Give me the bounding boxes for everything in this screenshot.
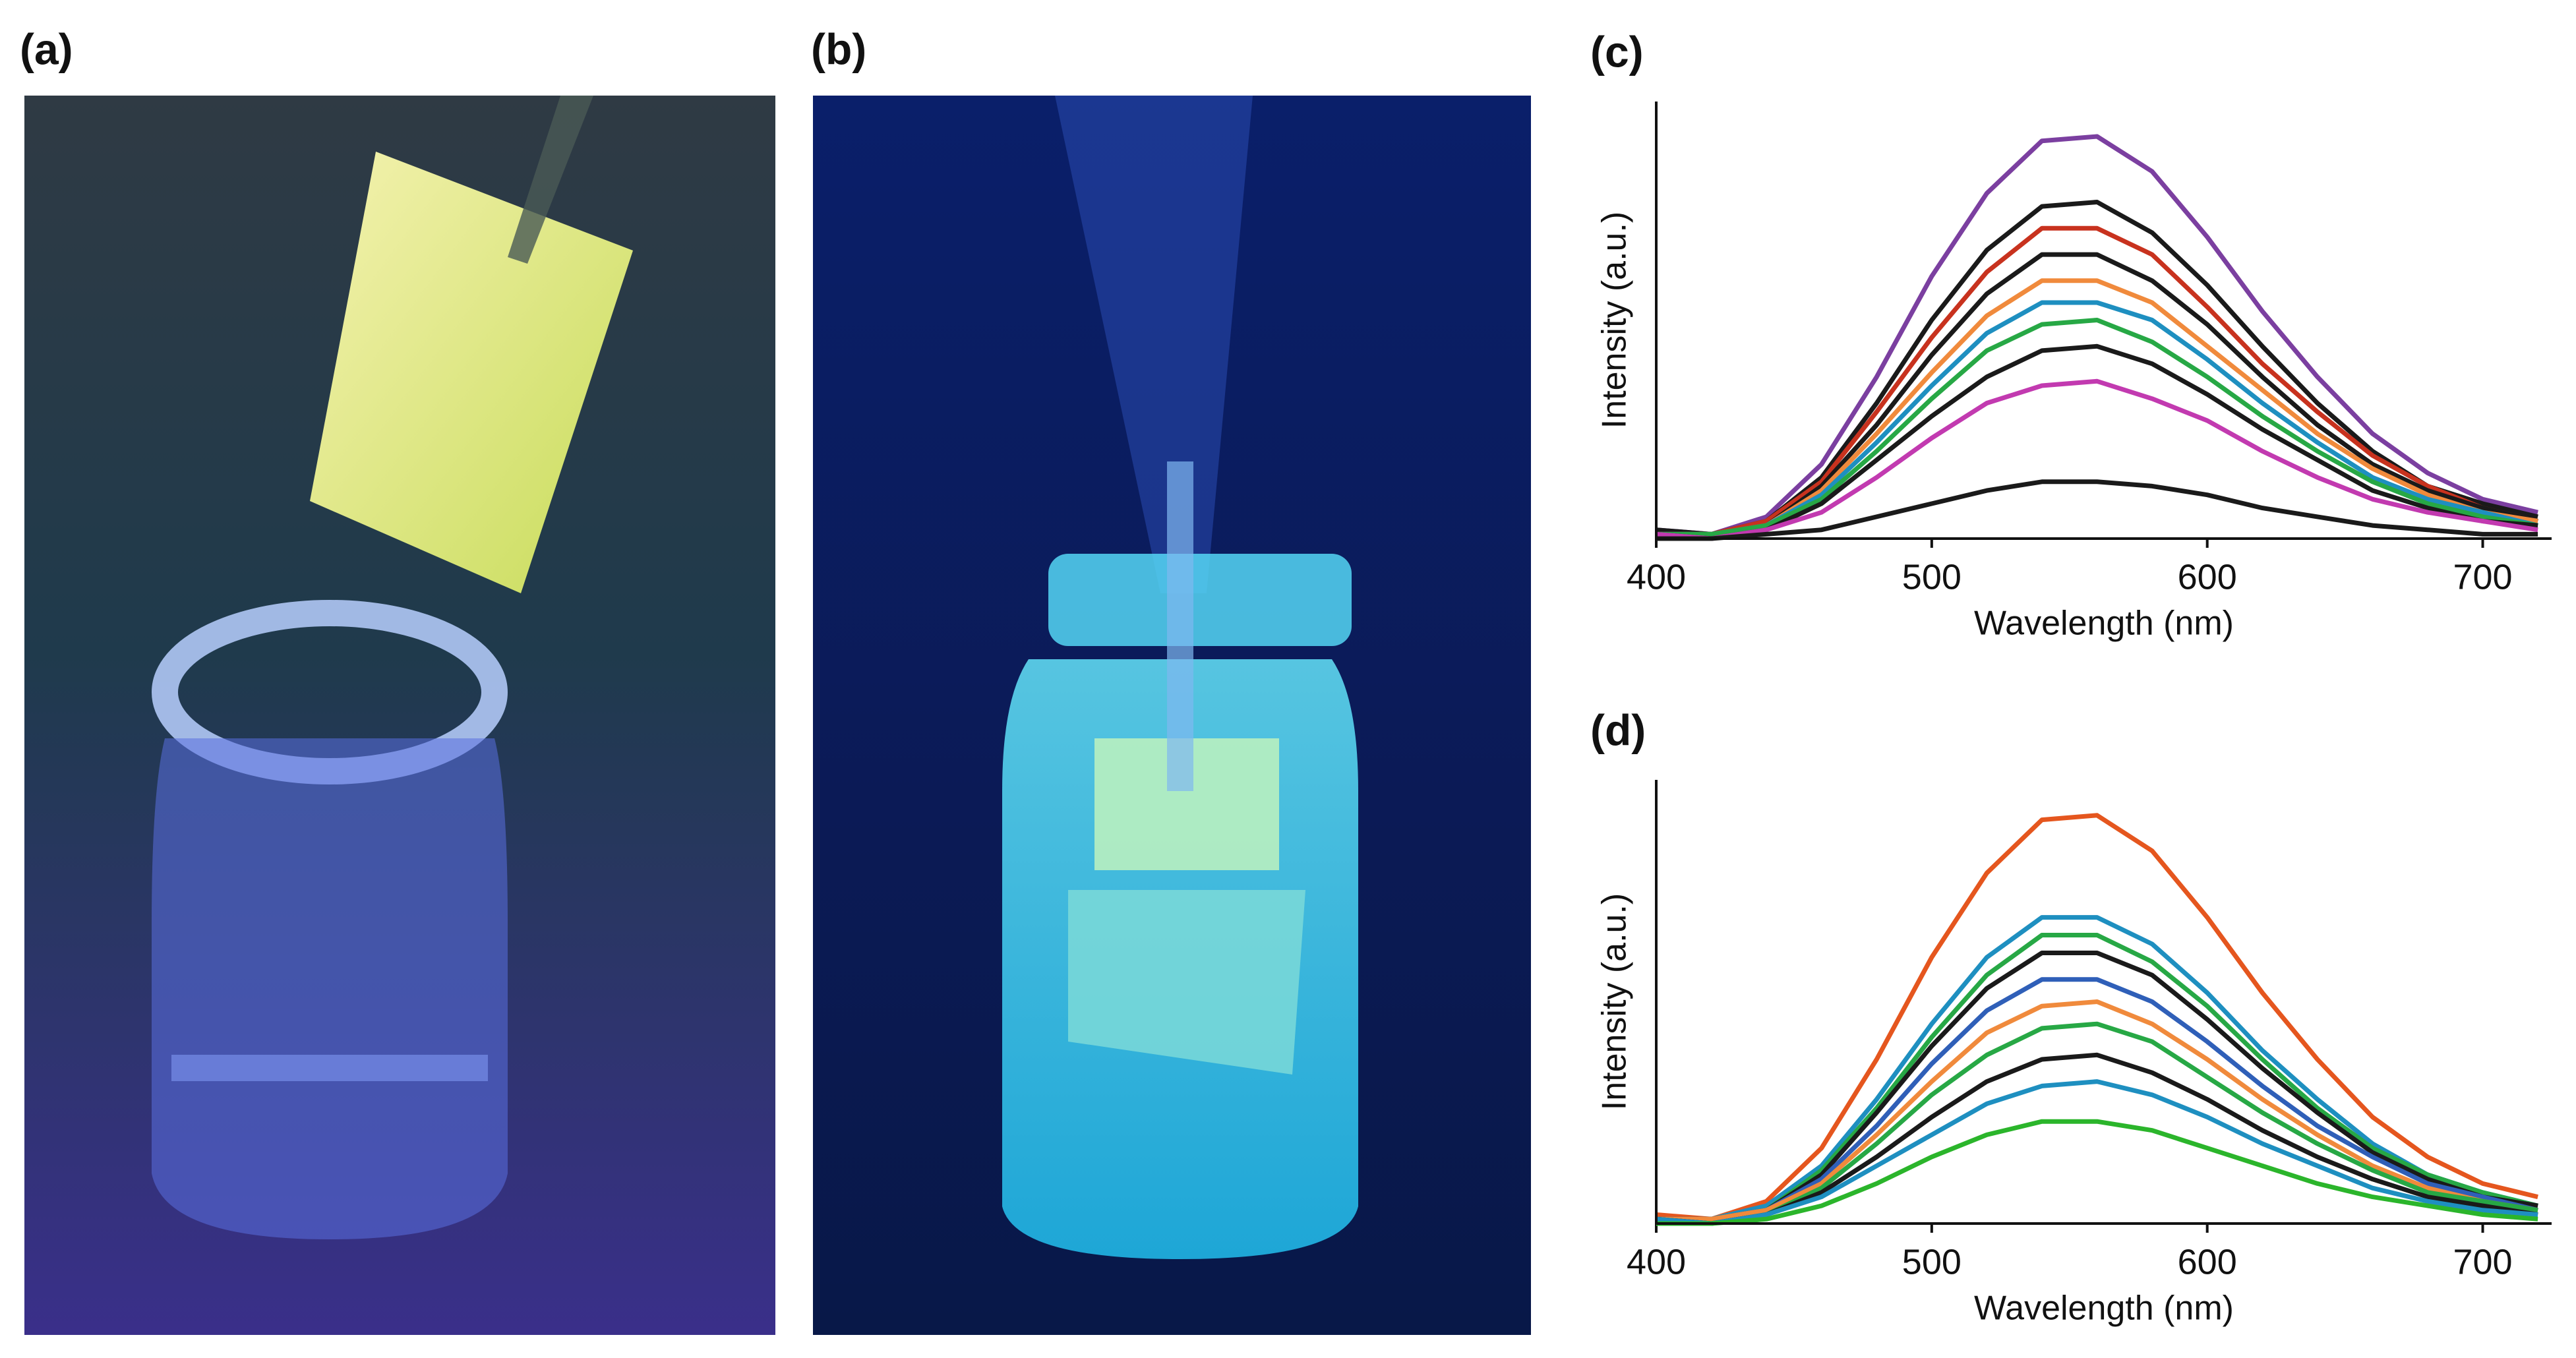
x-axis-label: Wavelength (nm): [1974, 1289, 2234, 1328]
spectrum-line: [1656, 813, 2538, 1222]
panel-label: (a): [20, 24, 73, 73]
spectrum-line: [1656, 951, 2538, 1222]
spectrum-line: [1656, 1021, 2538, 1226]
spectrum-line: [1656, 479, 2538, 541]
panel-label: (b): [811, 24, 866, 73]
x-tick-label: 500: [1902, 1242, 1962, 1282]
spectrum-line: [1656, 343, 2538, 541]
x-tick-label: 700: [2453, 557, 2512, 597]
spectrum-line: [1656, 134, 2538, 537]
spectrum-line: [1656, 999, 2538, 1222]
spectrum-line: [1656, 933, 2538, 1222]
panel-label: (d): [1590, 705, 1646, 754]
x-tick-label: 500: [1902, 557, 1962, 597]
x-tick-label: 600: [2178, 1242, 2237, 1282]
photo-a: [24, 96, 775, 1335]
photo-b: [813, 96, 1531, 1335]
panel-label: (c): [1590, 27, 1644, 76]
y-axis-label: Intensity (a.u.): [1596, 212, 1634, 428]
spectrum-line: [1656, 200, 2538, 537]
x-tick-label: 400: [1627, 1242, 1686, 1282]
x-tick-label: 600: [2178, 557, 2237, 597]
x-axis-label: Wavelength (nm): [1974, 605, 2234, 643]
spectrum-line: [1656, 1052, 2538, 1226]
spectrum-line: [1656, 278, 2538, 537]
x-tick-label: 400: [1627, 557, 1686, 597]
y-axis-label: Intensity (a.u.): [1596, 893, 1634, 1110]
x-tick-label: 700: [2453, 1242, 2512, 1282]
spectrum-line: [1656, 225, 2538, 537]
spectrum-line: [1656, 1079, 2538, 1226]
spectrum-line: [1656, 300, 2538, 537]
charts: (c) Intensity (a.u.) Wavelength (nm) 400 500…: [1590, 27, 2552, 1328]
spectrum-line: [1656, 252, 2538, 537]
spectrum-line: [1656, 1119, 2538, 1226]
spectrum-line: [1656, 318, 2538, 537]
spectrum-line: [1656, 378, 2538, 541]
spectrum-line: [1656, 915, 2538, 1222]
spectrum-line: [1656, 977, 2538, 1222]
